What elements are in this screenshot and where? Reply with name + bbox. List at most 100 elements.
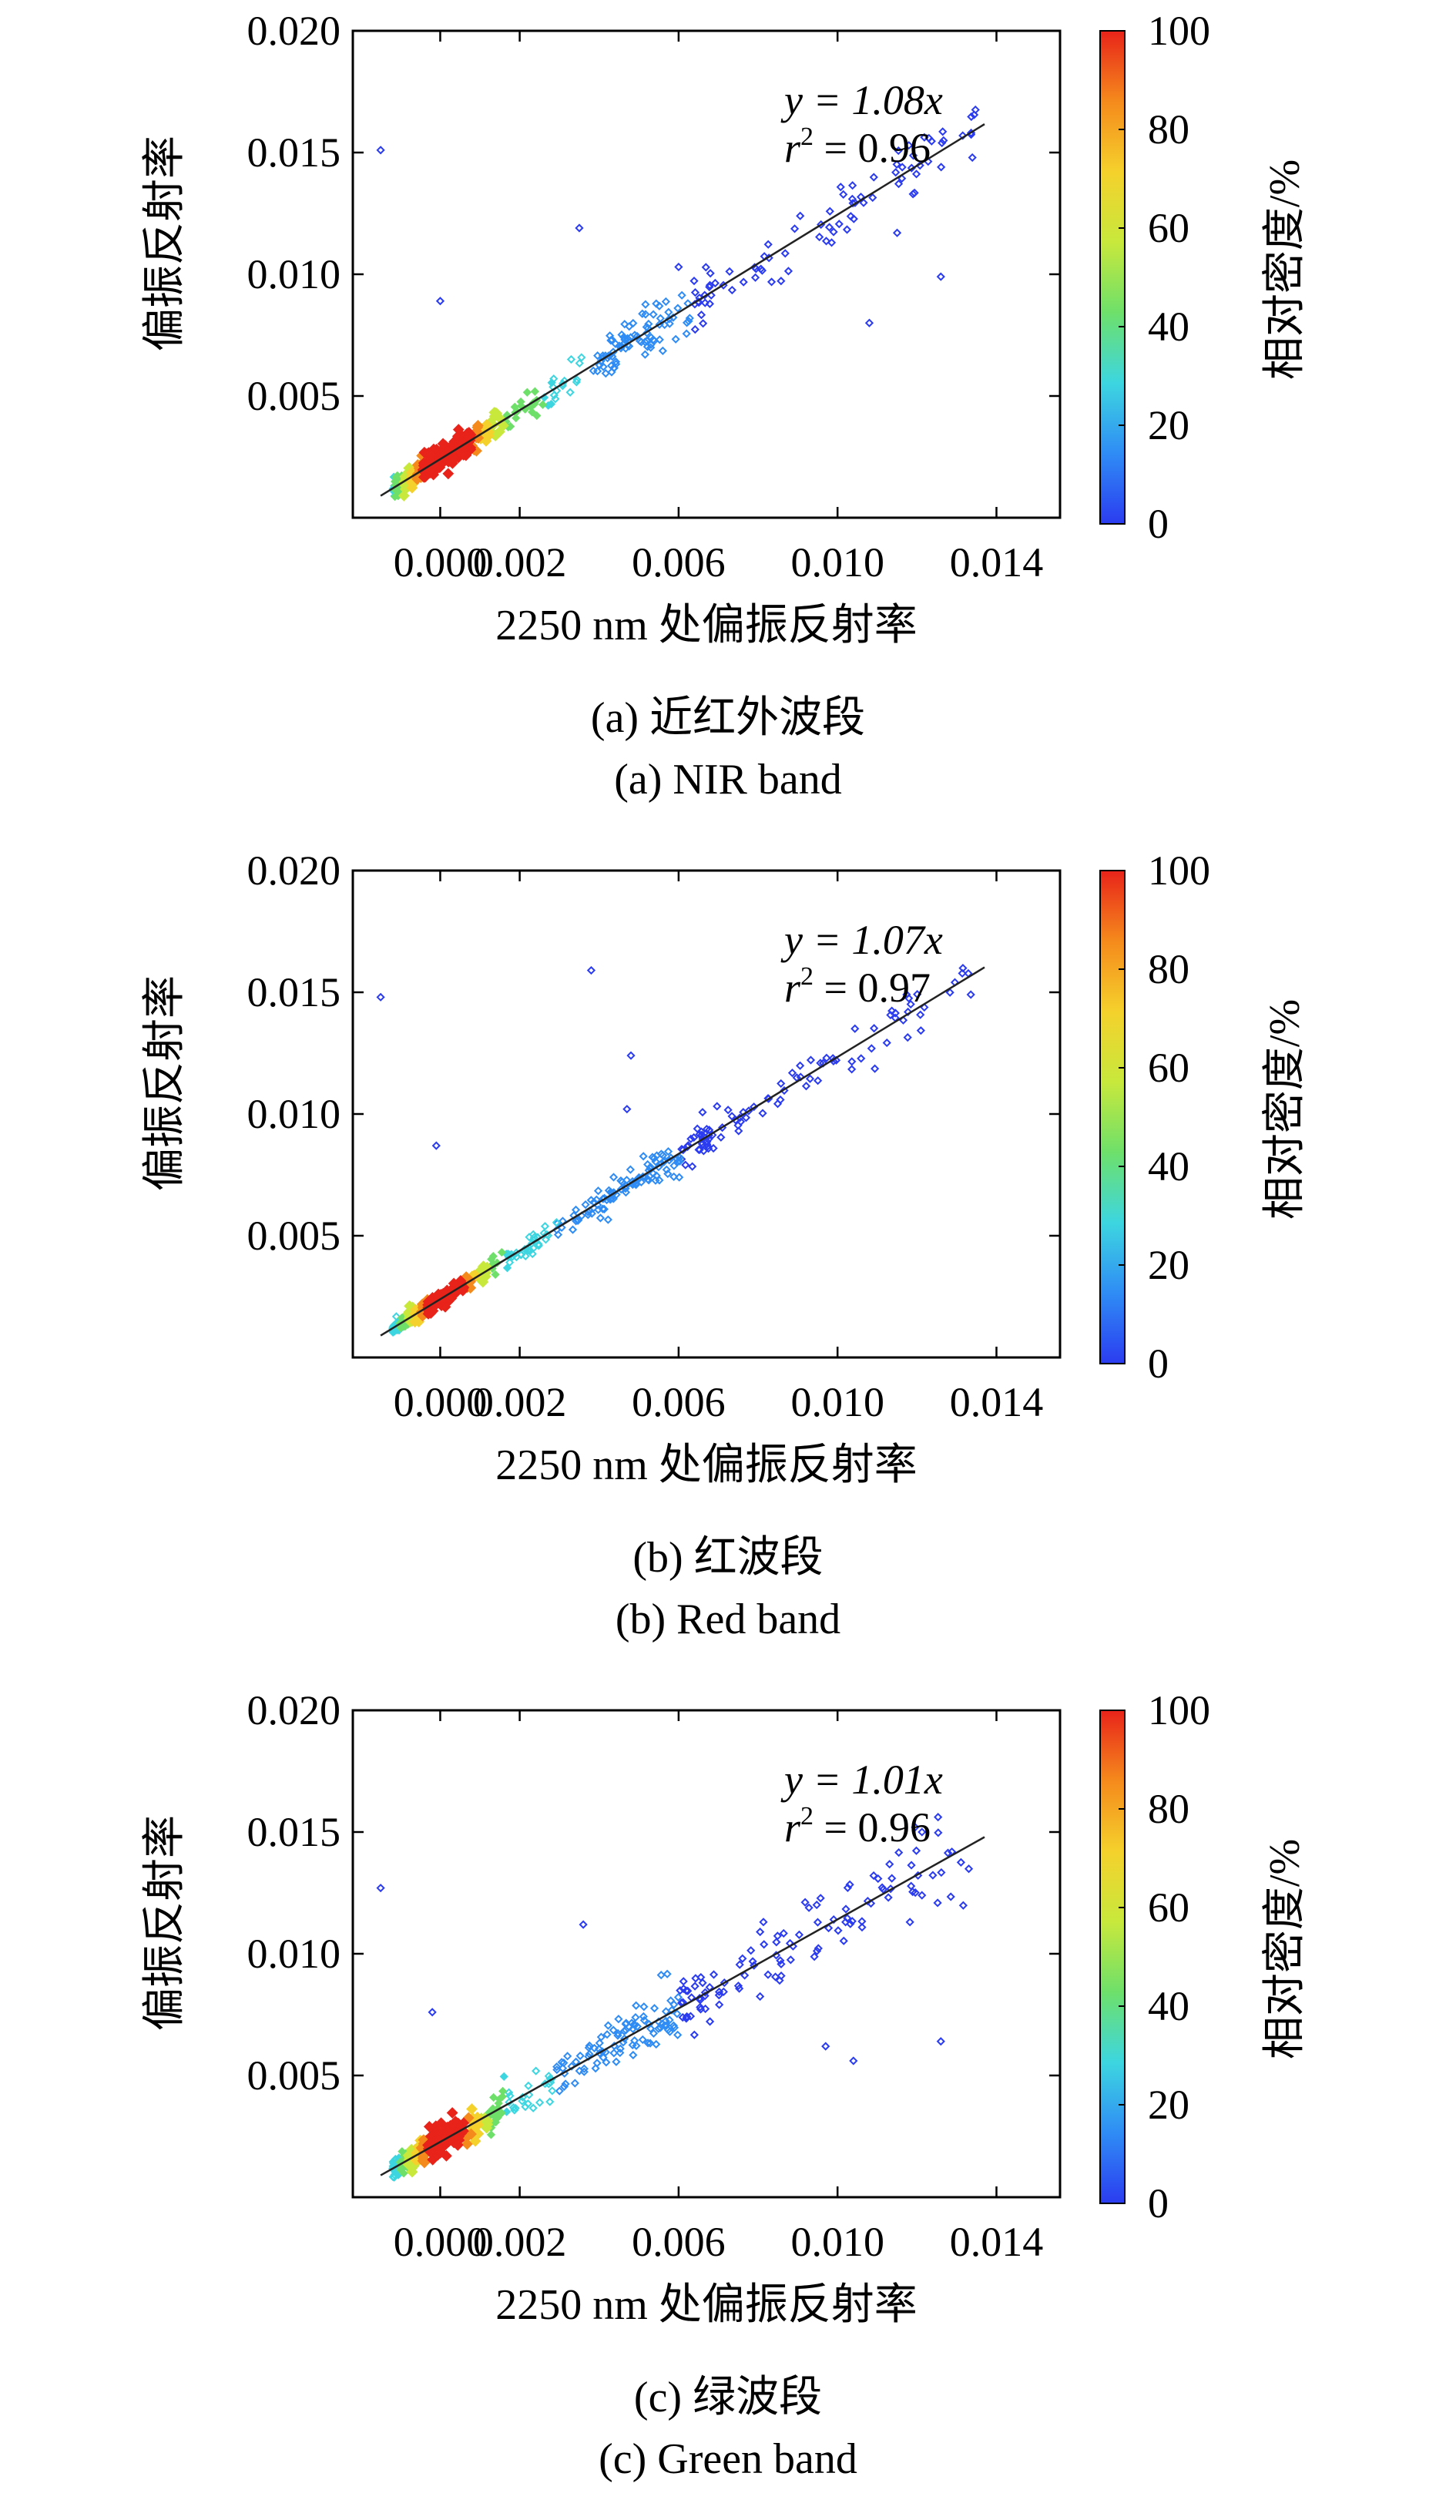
scatter-point xyxy=(887,1874,897,1883)
scatter-point xyxy=(776,1956,785,1965)
x-tick-label: 0.002 xyxy=(473,1379,567,1425)
scatter-point xyxy=(829,227,838,237)
scatter-point xyxy=(579,2064,589,2073)
scatter-point xyxy=(681,1160,690,1169)
scatter-point xyxy=(628,2040,637,2050)
colorbar-tick-label: 0 xyxy=(1148,501,1169,547)
scatter-point xyxy=(643,2038,653,2048)
scatter-point xyxy=(783,267,793,276)
scatter-point xyxy=(938,127,948,136)
scatter-point xyxy=(958,131,968,140)
fit-equation: y = 1.07x xyxy=(780,917,943,963)
scatter-point xyxy=(528,2103,538,2112)
colorbar xyxy=(1099,30,1126,525)
scatter-point xyxy=(738,1954,747,1963)
scatter-point xyxy=(626,1165,635,1174)
scatter-point xyxy=(632,331,642,341)
scatter-point xyxy=(780,249,790,258)
scatter-point xyxy=(669,2021,679,2030)
scatter-point xyxy=(756,1992,765,2002)
y-axis-title: 偏振反射率 xyxy=(141,1815,189,2031)
scatter-point xyxy=(716,1132,726,1142)
scatter-point xyxy=(857,1917,867,1926)
scatter-point xyxy=(553,1230,563,1240)
colorbar-title: 相对密度/% xyxy=(1261,1839,1309,2059)
scatter-point xyxy=(654,2024,663,2033)
scatter-point xyxy=(678,2012,687,2022)
scatter-point xyxy=(886,1010,895,1020)
scatter-point xyxy=(649,2028,659,2038)
scatter-point xyxy=(894,180,904,189)
scatter-point xyxy=(758,1109,767,1118)
scatter-points xyxy=(376,964,975,1337)
scatter-point xyxy=(565,388,575,397)
colorbar-tick-label: 40 xyxy=(1148,1983,1189,2029)
scatter-point xyxy=(812,1900,821,1910)
scatter-point xyxy=(696,310,706,320)
scatter-point xyxy=(779,1928,788,1938)
scatter-point xyxy=(491,1270,500,1279)
scatter-point xyxy=(639,2002,649,2012)
r-symbol: r xyxy=(784,965,801,1011)
scatter-point xyxy=(575,358,584,368)
y-tick-label: 0.005 xyxy=(247,373,341,419)
scatter-point xyxy=(871,1064,880,1073)
scatter-point xyxy=(573,1216,582,1225)
scatter-point xyxy=(530,387,540,396)
scatter-point xyxy=(445,1292,457,1304)
scatter-point xyxy=(616,2048,625,2058)
scatter-point xyxy=(469,2135,481,2147)
scatter-point xyxy=(683,1142,693,1152)
x-tick-label: 0.014 xyxy=(950,1379,1044,1425)
scatter-point xyxy=(535,2098,545,2107)
scatter-point xyxy=(656,1149,666,1159)
scatter-point xyxy=(839,190,848,200)
colorbar-tick-label: 80 xyxy=(1148,1786,1189,1832)
fit-eq-var: x xyxy=(924,77,943,123)
scatter-point xyxy=(593,1186,603,1196)
scatter-point xyxy=(812,1946,822,1955)
scatter-point xyxy=(709,1970,719,1979)
scatter-point xyxy=(376,1884,385,1893)
scatter-point xyxy=(617,330,626,340)
scatter-point xyxy=(431,1141,441,1150)
scatter-point xyxy=(937,1867,946,1877)
scatter-point xyxy=(958,968,967,978)
scatter-point xyxy=(555,2086,564,2096)
scatter-point xyxy=(777,277,786,286)
scatter-point xyxy=(727,285,736,295)
scatter-point xyxy=(906,999,915,1009)
scatter-point xyxy=(575,223,584,233)
scatter-point xyxy=(561,2079,570,2089)
scatter-point xyxy=(908,190,918,199)
colorbar-tick-label: 0 xyxy=(1148,1341,1169,1387)
scatter-point xyxy=(567,2062,576,2071)
scatter-point xyxy=(667,2005,676,2015)
scatter-point xyxy=(760,1940,769,1949)
scatter-point xyxy=(579,1920,588,1929)
scatter-point xyxy=(663,1147,673,1156)
scatter-point xyxy=(958,1901,968,1910)
colorbar-tick-label: 80 xyxy=(1148,106,1189,153)
scatter-point xyxy=(903,1032,912,1042)
scatter-point xyxy=(943,1848,953,1857)
scatter-point xyxy=(679,1977,688,1986)
caption-chinese: (c) 绿波段 xyxy=(634,2374,822,2421)
scatter-point xyxy=(674,262,683,272)
scatter-point xyxy=(638,2035,647,2045)
scatter-point xyxy=(673,2009,682,2018)
x-tick-label: 0.000 xyxy=(394,1379,488,1425)
colorbar-tick-label: 100 xyxy=(1148,847,1210,894)
scatter-point xyxy=(804,1903,814,1912)
scatter-point xyxy=(824,223,834,232)
scatter-point xyxy=(575,2051,585,2061)
scatter-point xyxy=(485,2108,494,2117)
scatter-point xyxy=(418,2156,431,2169)
r-exponent: 2 xyxy=(800,962,814,991)
scatter-point xyxy=(609,1173,619,1182)
scatter-point xyxy=(801,1082,811,1091)
scatter-point xyxy=(695,294,704,303)
scatter-point xyxy=(780,1086,789,1096)
scatter-point xyxy=(690,288,700,297)
